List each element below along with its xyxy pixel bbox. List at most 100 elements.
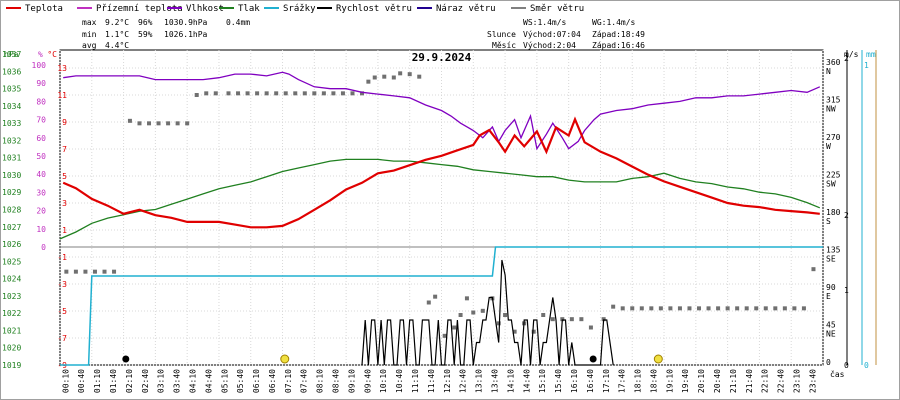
wind-dir-point: [811, 267, 816, 272]
sunset-icon: [653, 354, 663, 364]
wind-dir-point: [560, 317, 565, 322]
tick-dir-deg: 180: [826, 208, 841, 217]
tick-pct: 10: [36, 225, 46, 234]
wind-dir-point: [255, 91, 260, 96]
wind-dir-point: [360, 91, 365, 96]
wind-dir-point: [639, 306, 644, 311]
tick-dir-deg: 225: [826, 171, 841, 180]
stat-moon-set: Západ:16:46: [592, 41, 645, 50]
stat-avg-label: avg: [82, 41, 97, 50]
wind-dir-point: [433, 294, 438, 299]
series-humidity: [63, 71, 821, 151]
tick-pct: 90: [36, 79, 46, 88]
tick-time: 07:10: [284, 369, 293, 393]
tick-dir-name: SW: [826, 180, 836, 189]
tick-time: 23:10: [793, 369, 802, 393]
legend-label: Rychlost větru: [336, 4, 412, 14]
stat-sun-set: Západ:18:49: [592, 30, 645, 39]
tick-time: 23:40: [808, 369, 817, 393]
tick-time: 22:40: [777, 369, 786, 393]
tick-dir-deg: 360: [826, 58, 841, 67]
wind-dir-point: [697, 306, 702, 311]
stat-avg-temp: 4.4°C: [105, 41, 129, 50]
wind-dir-point: [677, 306, 682, 311]
tick-hpa: 1037: [2, 50, 21, 59]
wind-dir-point: [312, 91, 317, 96]
wind-dir-point: [245, 91, 250, 96]
tick-degc: -3: [57, 280, 67, 289]
tick-pct: 0: [41, 243, 46, 252]
stat-moon-rise: Východ:2:04: [523, 41, 576, 50]
tick-time: 11:40: [427, 369, 436, 393]
moonset-icon: [589, 355, 597, 363]
tick-dir-name: NE: [826, 330, 836, 339]
tick-time: 19:40: [681, 369, 690, 393]
tick-time: 02:40: [141, 369, 150, 393]
pct-unit: %: [38, 50, 43, 59]
wind-dir-point: [127, 118, 132, 123]
series-wind-speed: [361, 259, 614, 366]
legend-label: Tlak: [238, 4, 260, 14]
wind-dir-point: [687, 306, 692, 311]
tick-time: 00:10: [61, 369, 70, 393]
tick-time: 20:10: [697, 369, 706, 393]
tick-dir-deg: 270: [826, 133, 841, 142]
wind-dir-point: [137, 121, 142, 126]
tick-time: 04:40: [204, 369, 213, 393]
tick-hpa: 1029: [2, 188, 21, 197]
sunrise-icon: [280, 354, 290, 364]
wind-dir-point: [649, 306, 654, 311]
tick-dir-name: NW: [826, 105, 836, 114]
tick-mm: 1: [864, 61, 869, 70]
stat-max-press: 1030.9hPa: [164, 18, 208, 27]
tick-dir-deg: 90: [826, 283, 836, 292]
tick-time: 18:40: [649, 369, 658, 393]
wind-dir-point: [735, 306, 740, 311]
tick-degc: -1: [57, 253, 67, 262]
wind-dir-point: [426, 300, 431, 305]
tick-time: 20:40: [713, 369, 722, 393]
wind-dir-point: [569, 317, 574, 322]
wind-dir-point: [407, 72, 412, 77]
tick-hpa: 1036: [2, 67, 21, 76]
tick-hpa: 1025: [2, 257, 21, 266]
series-pressure: [59, 158, 821, 240]
stat-moon-label: Měsíc: [492, 41, 516, 50]
wind-dir-point: [725, 306, 730, 311]
tick-ms: 0: [844, 361, 849, 370]
tick-time: 12:10: [443, 369, 452, 393]
tick-time: 16:10: [570, 369, 579, 393]
wind-dir-point: [480, 308, 485, 313]
stat-wg: WG:1.4m/s: [592, 18, 636, 27]
tick-pct: 40: [36, 170, 46, 179]
tick-time: 19:10: [665, 369, 674, 393]
tick-time: 16:40: [586, 369, 595, 393]
wind-dir-point: [579, 317, 584, 322]
mm-unit: mm: [866, 50, 876, 59]
wind-dir-point: [550, 317, 555, 322]
legend-label: Směr větru: [530, 4, 584, 14]
tick-pct: 30: [36, 188, 46, 197]
wind-dir-point: [350, 91, 355, 96]
wind-dir-point: [763, 306, 768, 311]
stat-max-hum: 96%: [138, 18, 153, 27]
stat-min-press: 1026.1hPa: [164, 30, 208, 39]
wind-dir-point: [601, 317, 606, 322]
wind-dir-point: [102, 269, 107, 274]
tick-dir-name: E: [826, 292, 831, 301]
wind-dir-point: [458, 313, 463, 317]
wind-dir-point: [658, 306, 663, 311]
wind-dir-point: [236, 91, 241, 96]
wind-dir-point: [442, 333, 447, 338]
tick-hpa: 1032: [2, 136, 21, 145]
tick-time: 08:10: [316, 369, 325, 393]
tick-time: 05:40: [236, 369, 245, 393]
wind-dir-point: [464, 296, 469, 301]
wind-dir-point: [321, 91, 326, 96]
tick-dir-deg: 315: [826, 96, 841, 105]
tick-time: 10:40: [395, 369, 404, 393]
legend-label: Srážky: [283, 4, 316, 14]
wind-dir-point: [156, 121, 161, 126]
tick-pct: 60: [36, 134, 46, 143]
